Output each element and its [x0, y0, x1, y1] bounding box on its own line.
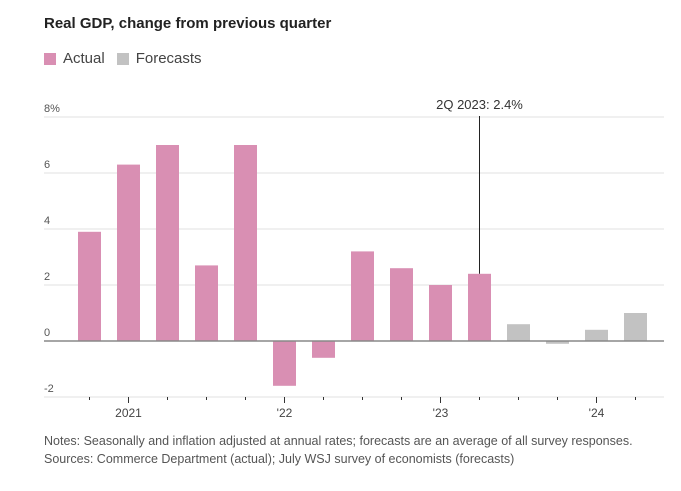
legend-label-actual: Actual	[63, 50, 105, 67]
legend-swatch-actual	[44, 52, 56, 65]
bar-actual	[195, 265, 218, 341]
chart-footnotes: Notes: Seasonally and inflation adjusted…	[44, 432, 633, 468]
bar-forecasts	[624, 313, 647, 341]
bar-forecasts	[546, 341, 569, 344]
x-tick-label: '23	[433, 406, 449, 420]
legend: Actual Forecasts	[44, 50, 214, 67]
bar-chart: 8% 6 4 2 0 -2 2021 '22 '23 '24 2Q 2023: 2.4%	[44, 97, 664, 420]
y-tick-label: -2	[44, 383, 54, 395]
legend-item-forecasts: Forecasts	[116, 50, 202, 67]
bar-forecasts	[585, 329, 608, 341]
x-tick-label: 2021	[115, 406, 142, 420]
x-tick-label: '24	[589, 406, 605, 420]
bar-actual	[234, 145, 257, 341]
sources-text: Sources: Commerce Department (actual); J…	[44, 452, 515, 466]
bar-actual	[117, 164, 140, 341]
bar-actual	[156, 145, 179, 341]
bar-forecasts	[507, 324, 530, 341]
bar-actual	[429, 285, 452, 341]
y-tick-label: 8%	[44, 103, 60, 115]
bar-actual	[390, 268, 413, 341]
y-tick-label: 2	[44, 271, 50, 283]
y-tick-label: 0	[44, 327, 50, 339]
legend-item-actual: Actual	[44, 50, 105, 67]
x-tick-label: '22	[277, 406, 293, 420]
y-tick-label: 4	[44, 215, 50, 227]
bar-actual	[468, 273, 491, 341]
legend-label-forecasts: Forecasts	[135, 50, 202, 67]
bar-actual	[312, 341, 335, 358]
y-tick-label: 6	[44, 159, 50, 171]
notes-text: Notes: Seasonally and inflation adjusted…	[44, 434, 633, 448]
legend-swatch-forecasts	[116, 52, 129, 65]
chart-title: Real GDP, change from previous quarter	[44, 15, 332, 32]
bar-actual	[273, 341, 296, 386]
bar-actual	[78, 231, 101, 341]
bar-actual	[351, 251, 374, 341]
annotation-label: 2Q 2023: 2.4%	[436, 97, 523, 112]
